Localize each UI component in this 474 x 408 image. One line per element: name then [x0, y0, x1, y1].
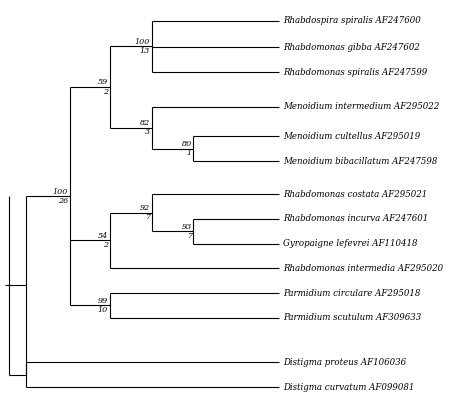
- Text: Rhabdomonas spiralis AF247599: Rhabdomonas spiralis AF247599: [283, 68, 427, 77]
- Text: Gyropaigne lefevrei AF110418: Gyropaigne lefevrei AF110418: [283, 239, 417, 248]
- Text: 10: 10: [98, 306, 108, 314]
- Text: Rhabdomonas gibba AF247602: Rhabdomonas gibba AF247602: [283, 43, 419, 52]
- Text: Menoidium cultellus AF295019: Menoidium cultellus AF295019: [283, 132, 420, 141]
- Text: 2: 2: [103, 241, 108, 249]
- Text: Menoidium bibacillatum AF247598: Menoidium bibacillatum AF247598: [283, 157, 437, 166]
- Text: 13: 13: [140, 47, 150, 55]
- Text: Parmidium circulare AF295018: Parmidium circulare AF295018: [283, 288, 420, 297]
- Text: 54: 54: [98, 232, 108, 240]
- Text: Rhabdomonas incurva AF247601: Rhabdomonas incurva AF247601: [283, 214, 428, 223]
- Text: Rhabdomonas costata AF295021: Rhabdomonas costata AF295021: [283, 190, 427, 199]
- Text: 80: 80: [182, 140, 192, 148]
- Text: Distigma proteus AF106036: Distigma proteus AF106036: [283, 358, 406, 367]
- Text: 99: 99: [98, 297, 108, 305]
- Text: 92: 92: [140, 204, 150, 212]
- Text: 82: 82: [140, 119, 150, 127]
- Text: 26: 26: [58, 197, 68, 205]
- Text: Rhabdospira spiralis AF247600: Rhabdospira spiralis AF247600: [283, 16, 420, 25]
- Text: 7: 7: [187, 232, 192, 240]
- Text: 7: 7: [145, 213, 150, 221]
- Text: Parmidium scutulum AF309633: Parmidium scutulum AF309633: [283, 313, 421, 322]
- Text: Rhabdomonas intermedia AF295020: Rhabdomonas intermedia AF295020: [283, 264, 443, 273]
- Text: Menoidium intermedium AF295022: Menoidium intermedium AF295022: [283, 102, 439, 111]
- Text: 93: 93: [182, 222, 192, 231]
- Text: 100: 100: [135, 38, 150, 46]
- Text: 2: 2: [103, 88, 108, 96]
- Text: 59: 59: [98, 78, 108, 86]
- Text: Distigma curvatum AF099081: Distigma curvatum AF099081: [283, 383, 414, 392]
- Text: 100: 100: [53, 188, 68, 195]
- Text: 1: 1: [187, 149, 192, 157]
- Text: 3: 3: [145, 129, 150, 136]
